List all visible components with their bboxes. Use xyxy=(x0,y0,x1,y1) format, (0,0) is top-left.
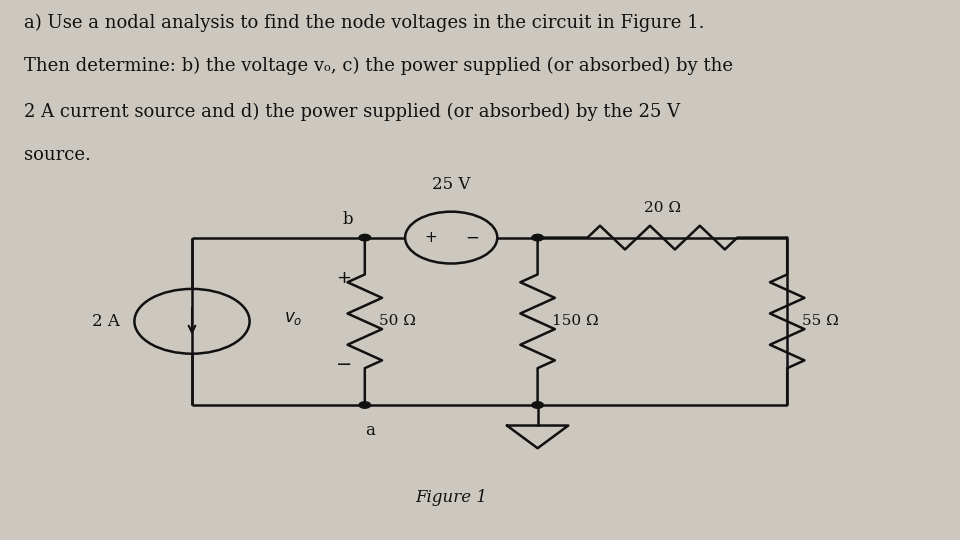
Circle shape xyxy=(359,402,371,408)
Text: a) Use a nodal analysis to find the node voltages in the circuit in Figure 1.: a) Use a nodal analysis to find the node… xyxy=(24,14,705,32)
Text: Then determine: b) the voltage vₒ, c) the power supplied (or absorbed) by the: Then determine: b) the voltage vₒ, c) th… xyxy=(24,57,733,75)
Text: Figure 1: Figure 1 xyxy=(416,489,488,505)
Text: −: − xyxy=(335,355,352,374)
Text: $v_o$: $v_o$ xyxy=(284,310,302,327)
Text: +: + xyxy=(336,269,351,287)
Text: 55 Ω: 55 Ω xyxy=(802,314,838,328)
Circle shape xyxy=(532,402,543,408)
Text: 150 Ω: 150 Ω xyxy=(552,314,599,328)
Text: 50 Ω: 50 Ω xyxy=(379,314,416,328)
Circle shape xyxy=(532,234,543,241)
Text: source.: source. xyxy=(24,146,91,164)
Text: 2 A: 2 A xyxy=(92,313,120,330)
Text: a: a xyxy=(365,422,374,439)
Text: +: + xyxy=(424,230,437,245)
Text: b: b xyxy=(343,211,353,228)
Text: 2 A current source and d) the power supplied (or absorbed) by the 25 V: 2 A current source and d) the power supp… xyxy=(24,103,680,121)
Circle shape xyxy=(359,234,371,241)
Text: 20 Ω: 20 Ω xyxy=(644,201,681,215)
Text: −: − xyxy=(465,228,479,247)
Text: 25 V: 25 V xyxy=(432,176,470,193)
